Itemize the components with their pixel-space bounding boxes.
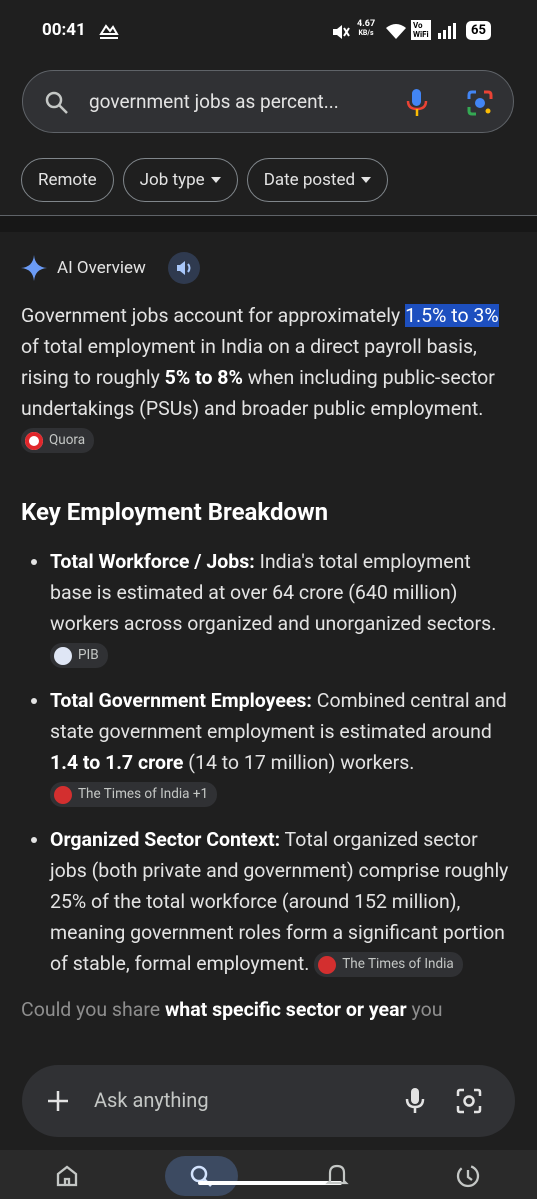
ask-lens[interactable] [456,1088,482,1114]
nav-notifications[interactable] [325,1162,349,1188]
text: Government jobs account for approximatel… [21,304,406,327]
bottom-nav [0,1150,537,1199]
filter-chip[interactable]: Remote [21,158,114,202]
dropdown-arrow [361,177,372,183]
notification-icon [99,24,119,39]
dropdown-arrow [210,177,221,183]
text: when including public-sector undertaking… [21,366,495,420]
source-icon [25,431,43,450]
search-bar[interactable]: government jobs as percent... [22,70,514,133]
source-name: The Times of India +1 [78,786,209,803]
source-chip[interactable]: The Times of India [314,952,463,978]
text: Could you share [21,998,165,1021]
ai-overview-label: AI Overview [57,257,146,278]
summary: Government jobs account for approximatel… [21,300,517,455]
filter-chip[interactable]: Date posted [246,158,389,202]
bullet-label: Organized Sector Context: [50,828,281,851]
text: of total employment in India on a direct… [21,335,477,389]
nav-activity[interactable] [455,1163,481,1189]
gemini-icon [21,255,47,281]
ask-voice[interactable] [404,1087,426,1115]
source-icon [54,785,72,804]
text-bold: 1.4 to 1.7 crore [50,751,184,774]
separator [0,216,537,232]
listen-button[interactable] [167,252,200,284]
section-heading: Key Employment Breakdown [21,498,329,526]
status-bar: 00:41 4.67 KB/s Vo WiFi 65 [0,0,537,56]
vowifi: Vo WiFi [411,20,431,40]
filter-chips: Remote Job type Date posted [21,158,389,202]
divider [0,215,537,216]
search-icon [45,91,68,114]
ai-overview-header: AI Overview [21,250,517,286]
clock: 00:41 [42,20,86,40]
source-chip[interactable]: Quora [21,428,95,454]
source-name: Quora [49,432,86,449]
source-chip[interactable]: The Times of India +1 [50,782,218,808]
signal-icon [438,23,456,39]
filter-label: Date posted [263,170,356,190]
source-name: PIB [78,647,99,664]
follow-up: Could you share what specific sector or … [21,994,517,1025]
text-bold: 5% to 8% [164,366,243,389]
text: India's total employment base is estimat… [50,550,497,635]
gesture-bar [198,1181,342,1185]
battery: 65 [466,21,491,40]
bullet-list: Total Workforce / Jobs: India's total em… [21,546,517,979]
mute-icon [333,25,350,39]
text: (14 to 17 million) workers. [183,751,415,774]
text-bold: what specific sector or year [164,998,407,1021]
bullet-label: Total Government Employees: [50,689,312,712]
bullet-label: Total Workforce / Jobs: [50,550,255,573]
net-speed-unit: KB/s [358,29,374,37]
text-highlight: 1.5% to 3% [405,304,499,327]
text: Total organized sector jobs (both privat… [50,828,509,975]
text: Combined central and state government em… [50,689,507,743]
ask-placeholder[interactable]: Ask anything [94,1088,209,1112]
bullet-item: Organized Sector Context: Total organize… [50,824,517,979]
add-button[interactable] [47,1090,69,1112]
source-icon [54,646,72,665]
bullet-item: Total Workforce / Jobs: India's total em… [50,546,517,670]
source-icon [318,955,337,974]
ask-bar[interactable]: Ask anything [22,1065,515,1137]
nav-search[interactable] [165,1156,238,1196]
filter-label: Job type [139,170,205,190]
filter-label: Remote [38,170,97,190]
net-speed: 4.67 KB/s [357,20,375,38]
filter-chip[interactable]: Job type [122,158,238,202]
text: you [406,998,443,1021]
nav-home[interactable] [55,1164,79,1188]
wifi-icon [386,24,406,39]
source-chip[interactable]: PIB [50,643,108,669]
net-speed-value: 4.67 [357,19,376,29]
source-name: The Times of India [342,956,454,973]
search-query[interactable]: government jobs as percent... [89,90,339,113]
lens-search[interactable] [466,89,494,117]
voice-search[interactable] [406,88,428,118]
bullet-item: Total Government Employees: Combined cen… [50,685,517,809]
ai-overview: AI Overview Government jobs account for … [21,250,517,1025]
